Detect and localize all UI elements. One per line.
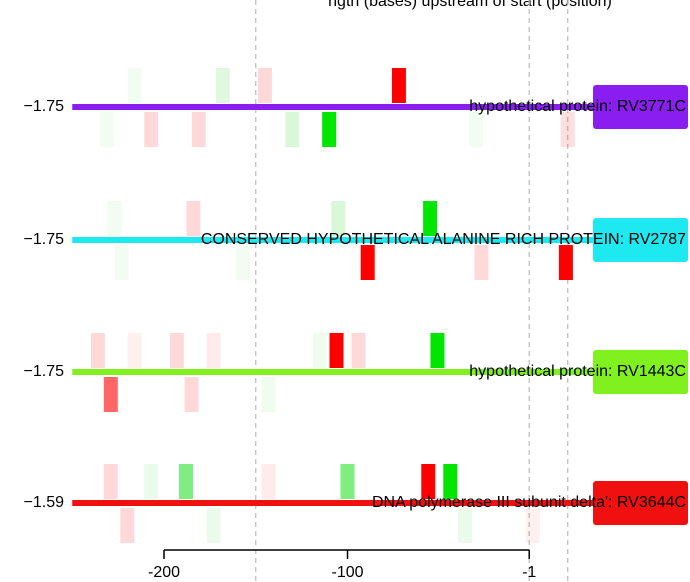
site-bar bbox=[107, 201, 122, 236]
site-bar bbox=[103, 377, 118, 412]
site-bar bbox=[127, 68, 142, 103]
site-bar bbox=[430, 333, 445, 368]
site-bar bbox=[206, 333, 221, 368]
site-bar bbox=[351, 333, 366, 368]
site-bar bbox=[261, 377, 276, 412]
row-score: −1.75 bbox=[24, 98, 65, 115]
site-bar bbox=[90, 333, 105, 368]
gene-label: hypothetical protein: RV3771C bbox=[469, 98, 686, 115]
site-bar bbox=[468, 112, 483, 147]
site-bar bbox=[120, 508, 135, 543]
site-bar bbox=[443, 464, 458, 499]
site-bar bbox=[423, 201, 438, 236]
site-bar bbox=[474, 245, 489, 280]
gene-box bbox=[593, 218, 688, 262]
site-bar bbox=[103, 464, 118, 499]
site-bar bbox=[179, 464, 194, 499]
site-bar bbox=[331, 201, 346, 236]
site-bar bbox=[391, 68, 406, 103]
row-score: −1.75 bbox=[24, 231, 65, 248]
site-bar bbox=[144, 464, 159, 499]
site-bar bbox=[235, 245, 250, 280]
site-bar bbox=[191, 112, 206, 147]
site-bar bbox=[421, 464, 436, 499]
site-bar bbox=[329, 333, 344, 368]
gene-label: DNA polymerase III subunit delta': RV364… bbox=[372, 494, 686, 511]
row-score: −1.75 bbox=[24, 363, 65, 380]
site-bar bbox=[261, 464, 276, 499]
site-bar bbox=[560, 112, 575, 147]
row-score: −1.59 bbox=[24, 494, 65, 511]
site-bar bbox=[127, 333, 142, 368]
site-bar bbox=[184, 377, 199, 412]
gene-box bbox=[593, 481, 688, 525]
x-tick-label: -200 bbox=[148, 564, 180, 581]
chart-title: ngth (bases) upstream of start (position… bbox=[328, 0, 612, 10]
gene-box bbox=[593, 350, 688, 394]
gene-box bbox=[593, 85, 688, 129]
gene-line bbox=[72, 104, 593, 110]
site-bar bbox=[322, 112, 337, 147]
site-bar bbox=[312, 333, 327, 368]
gene-label: CONSERVED HYPOTHETICAL ALANINE RICH PROT… bbox=[201, 231, 686, 248]
site-bar bbox=[169, 333, 184, 368]
site-bar bbox=[360, 245, 375, 280]
gene-line bbox=[72, 369, 593, 375]
site-bar bbox=[186, 201, 201, 236]
site-bar bbox=[558, 245, 573, 280]
site-bar bbox=[457, 508, 472, 543]
x-tick-label: -100 bbox=[332, 564, 364, 581]
site-bar bbox=[257, 68, 272, 103]
site-bar bbox=[100, 112, 115, 147]
site-bar bbox=[206, 508, 221, 543]
site-bar bbox=[285, 112, 300, 147]
site-bar bbox=[525, 508, 540, 543]
gene-label: hypothetical protein: RV1443C bbox=[469, 363, 686, 380]
x-tick-label: -1 bbox=[522, 564, 536, 581]
site-bar bbox=[144, 112, 159, 147]
site-bar bbox=[340, 464, 355, 499]
gene-line bbox=[72, 237, 593, 243]
site-bar bbox=[215, 68, 230, 103]
gene-line bbox=[72, 500, 593, 506]
site-bar bbox=[114, 245, 129, 280]
